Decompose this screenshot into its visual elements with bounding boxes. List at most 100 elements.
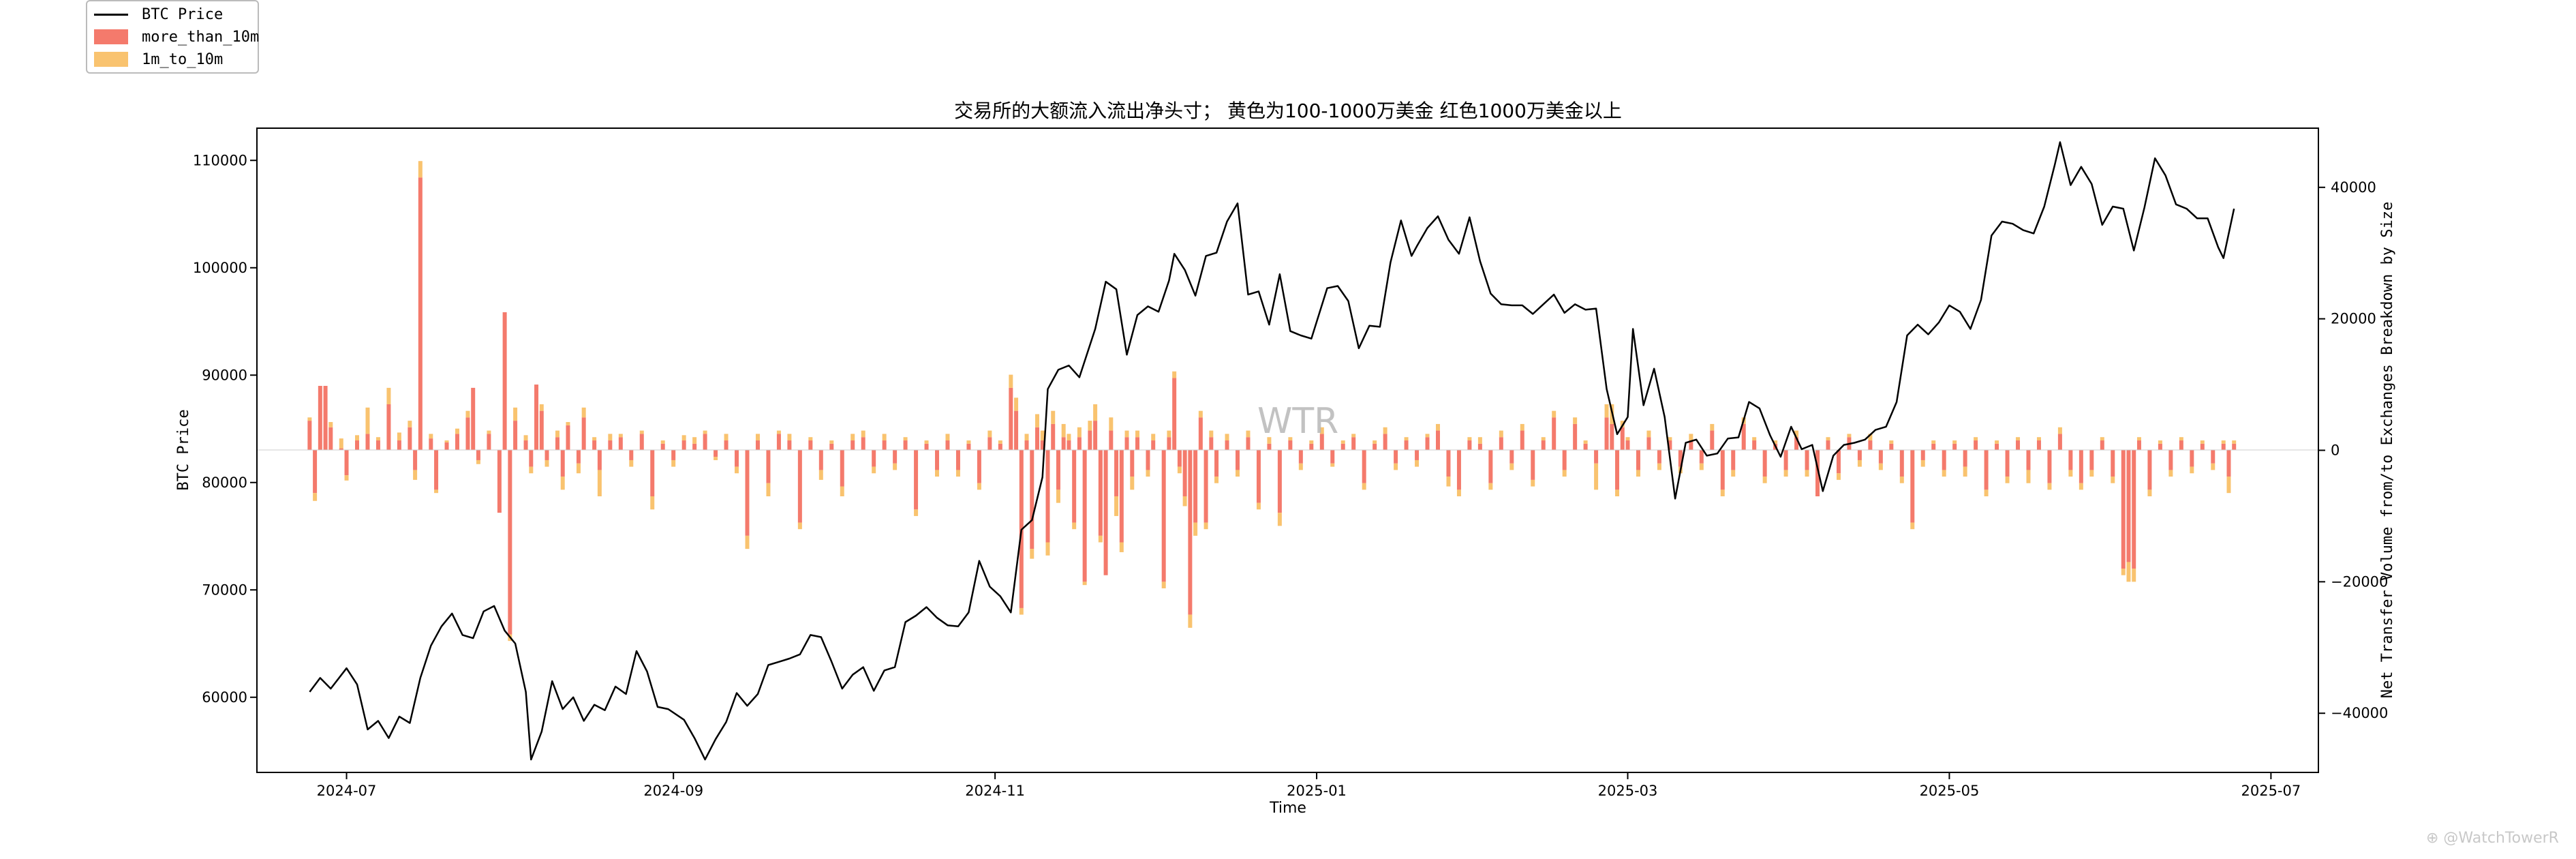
bar-more-than-10m (1826, 440, 1830, 451)
bar-1m-to-10m (882, 434, 887, 441)
bar-1m-to-10m (1298, 463, 1303, 470)
bar-more-than-10m (766, 450, 771, 483)
bar-1m-to-10m (397, 432, 401, 441)
bar-1m-to-10m (1826, 437, 1830, 441)
y-left-axis-label: BTC Price (175, 409, 192, 490)
bar-more-than-10m (2136, 440, 2141, 451)
bar-1m-to-10m (1710, 423, 1715, 431)
bar-1m-to-10m (850, 434, 855, 441)
bar-1m-to-10m (1114, 496, 1119, 516)
bar-1m-to-10m (1319, 427, 1324, 434)
bar-1m-to-10m (1330, 463, 1335, 467)
bar-1m-to-10m (2232, 440, 2237, 444)
bar-more-than-10m (2089, 450, 2094, 470)
bar-more-than-10m (1520, 430, 1524, 451)
bar-1m-to-10m (1040, 430, 1045, 441)
bar-1m-to-10m (555, 430, 559, 438)
bar-more-than-10m (1014, 410, 1019, 451)
bar-1m-to-10m (1082, 582, 1087, 586)
bar-more-than-10m (1298, 450, 1303, 464)
bar-1m-to-10m (1499, 430, 1503, 438)
bar-more-than-10m (323, 386, 328, 451)
legend-label: more_than_10m (142, 28, 260, 46)
bar-more-than-10m (339, 448, 343, 451)
bar-1m-to-10m (1467, 437, 1472, 441)
bar-more-than-10m (797, 450, 802, 523)
bar-more-than-10m (914, 450, 919, 510)
bar-1m-to-10m (998, 440, 1002, 444)
bar-more-than-10m (1836, 450, 1841, 474)
bar-more-than-10m (2111, 450, 2115, 477)
bar-more-than-10m (872, 450, 876, 467)
bar-more-than-10m (2047, 450, 2052, 483)
bar-1m-to-10m (1373, 440, 1377, 444)
bar-more-than-10m (998, 443, 1002, 451)
bar-more-than-10m (1256, 450, 1261, 503)
bar-1m-to-10m (1910, 522, 1915, 530)
bar-1m-to-10m (1794, 430, 1799, 438)
bar-more-than-10m (413, 450, 418, 470)
bar-more-than-10m (1541, 440, 1546, 451)
bar-more-than-10m (1878, 450, 1883, 464)
bar-1m-to-10m (1836, 473, 1841, 480)
bar-more-than-10m (1552, 417, 1557, 451)
bar-1m-to-10m (1562, 470, 1567, 477)
bar-more-than-10m (1815, 450, 1820, 496)
bar-more-than-10m (1984, 450, 1989, 490)
bar-more-than-10m (787, 440, 792, 451)
bar-more-than-10m (539, 410, 544, 451)
bar-1m-to-10m (1056, 489, 1060, 503)
bar-1m-to-10m (1646, 430, 1651, 438)
bar-1m-to-10m (618, 434, 623, 438)
bar-1m-to-10m (955, 470, 960, 477)
bar-1m-to-10m (429, 434, 433, 439)
bar-more-than-10m (850, 440, 855, 451)
bar-more-than-10m (1620, 427, 1625, 451)
bar-more-than-10m (955, 450, 960, 470)
bar-1m-to-10m (1088, 421, 1092, 431)
bar-more-than-10m (2211, 450, 2215, 464)
bar-more-than-10m (681, 440, 686, 451)
x-tick-label: 2025-01 (1287, 783, 1347, 799)
bar-1m-to-10m (1309, 440, 1314, 444)
bar-more-than-10m (1604, 417, 1609, 451)
bar-1m-to-10m (650, 496, 655, 510)
bar-1m-to-10m (1805, 470, 1809, 477)
x-tick-label: 2024-07 (317, 783, 377, 799)
y-right-tick-label: 20000 (2331, 311, 2376, 327)
bar-1m-to-10m (1035, 414, 1040, 427)
bar-1m-to-10m (1203, 522, 1208, 530)
bar-more-than-10m (502, 312, 507, 451)
bar-more-than-10m (1731, 450, 1736, 470)
bar-1m-to-10m (344, 475, 349, 481)
bar-1m-to-10m (576, 463, 581, 474)
y-left-tick-label: 60000 (202, 689, 247, 706)
bar-more-than-10m (1288, 440, 1293, 451)
bar-1m-to-10m (1146, 470, 1150, 477)
bar-1m-to-10m (903, 437, 908, 441)
bar-more-than-10m (1910, 450, 1915, 523)
bar-more-than-10m (1425, 437, 1430, 451)
bar-1m-to-10m (1093, 404, 1098, 421)
bar-1m-to-10m (1067, 434, 1071, 441)
bar-1m-to-10m (597, 470, 602, 496)
y-left-ticks: 60000 70000 80000 90000 100000 110000 (193, 152, 257, 706)
bar-1m-to-10m (1920, 459, 1925, 467)
bar-1m-to-10m (539, 404, 544, 411)
bar-more-than-10m (1404, 440, 1409, 451)
bar-1m-to-10m (592, 437, 597, 441)
bar-more-than-10m (1319, 434, 1324, 451)
bar-1m-to-10m (1019, 607, 1024, 615)
bar-more-than-10m (618, 437, 623, 451)
bar-more-than-10m (566, 425, 570, 451)
bar-1m-to-10m (476, 459, 480, 464)
bar-1m-to-10m (1009, 374, 1013, 388)
bar-more-than-10m (1135, 437, 1140, 451)
bar-1m-to-10m (365, 407, 370, 434)
bar-1m-to-10m (1177, 466, 1182, 474)
x-axis-label: Time (1269, 800, 1306, 817)
y-right-tick-label: 0 (2331, 442, 2340, 459)
bar-more-than-10m (2158, 443, 2162, 451)
bar-more-than-10m (1699, 450, 1704, 464)
bar-1m-to-10m (1167, 430, 1171, 438)
